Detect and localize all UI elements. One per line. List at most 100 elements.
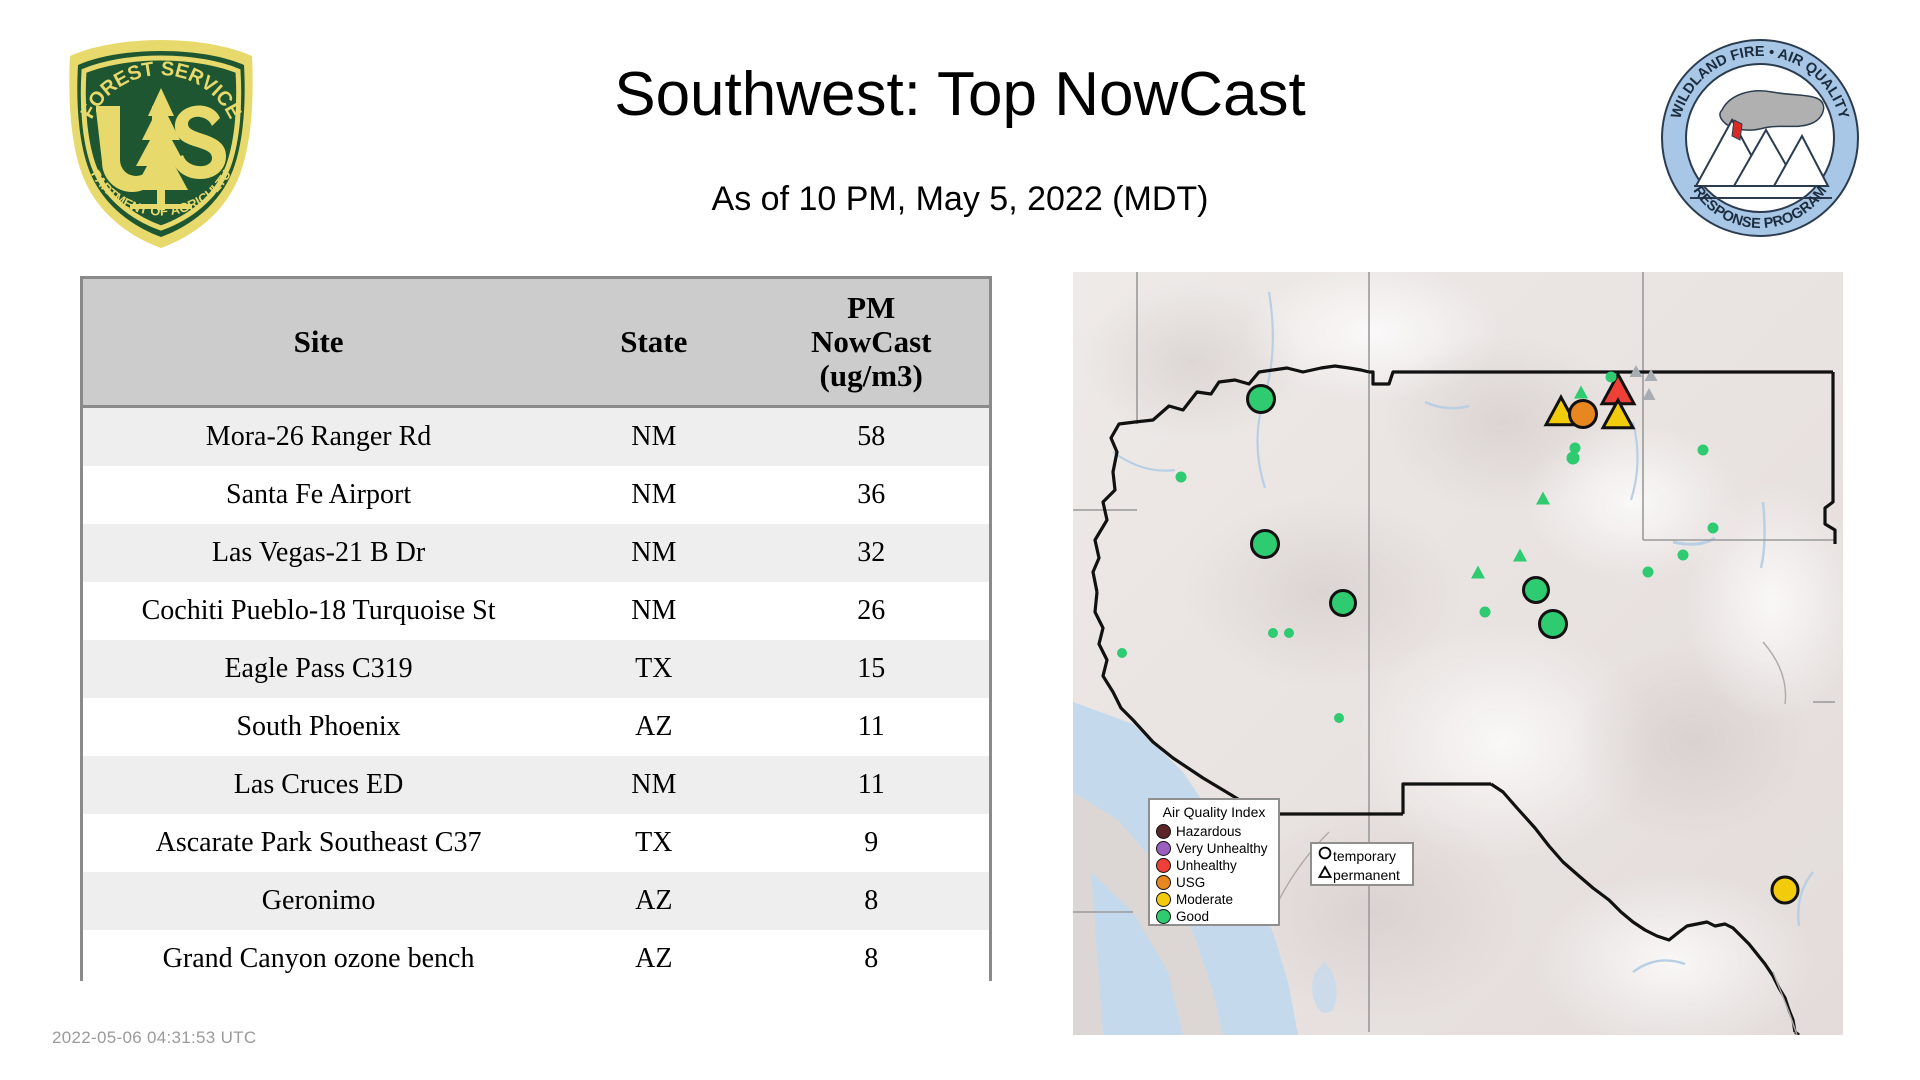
table-row[interactable]: Las Vegas-21 B Dr NM 32 [83, 524, 989, 582]
table-row[interactable]: Ascarate Park Southeast C37 TX 9 [83, 814, 989, 872]
monitor-dot-marker[interactable] [1175, 471, 1187, 483]
nowcast-table: Site State PM NowCast (ug/m3) Mora-26 Ra… [83, 279, 989, 988]
triangle-outline-icon [1316, 865, 1333, 884]
state-cell: NM [631, 421, 677, 452]
site-cell: Grand Canyon ozone bench [162, 943, 475, 974]
monitor-circle-marker[interactable] [1250, 529, 1280, 559]
column-header-pm-line1: PM [847, 290, 896, 325]
table-row[interactable]: Santa Fe Airport NM 36 [83, 466, 989, 524]
legend-item-moderate: Moderate [1156, 891, 1272, 908]
legend-item-unhealthy: Unhealthy [1156, 857, 1272, 874]
legend-item-temporary: temporary [1316, 846, 1408, 865]
site-cell: Eagle Pass C319 [224, 653, 413, 684]
pm-cell: 15 [857, 653, 886, 684]
monitor-circle-marker[interactable] [1538, 609, 1568, 639]
monitor-small-triangle-marker[interactable] [1574, 385, 1588, 399]
monitor-dot-marker[interactable] [1605, 371, 1617, 383]
legend-rows: Hazardous Very Unhealthy Unhealthy USG Moder… [1156, 823, 1272, 925]
legend-title: Air Quality Index [1162, 804, 1266, 820]
legend-item-label: Moderate [1176, 892, 1234, 907]
column-header-site[interactable]: Site [83, 279, 555, 408]
legend-item-label: USG [1176, 875, 1206, 890]
pm-cell: 58 [857, 421, 886, 452]
table-header-row: Site State PM NowCast (ug/m3) [83, 279, 989, 408]
monitor-dot-marker[interactable] [1268, 628, 1278, 638]
site-cell: Santa Fe Airport [226, 479, 412, 510]
pm-cell: 32 [857, 537, 886, 568]
monitor-circle-marker[interactable] [1246, 384, 1276, 414]
legend-item-permanent-label: permanent [1333, 866, 1400, 883]
table-row[interactable]: Las Cruces ED NM 11 [83, 756, 989, 814]
monitor-dot-marker[interactable] [1334, 713, 1344, 723]
column-header-state-label: State [620, 324, 688, 359]
monitor-dot-marker[interactable] [1677, 549, 1689, 561]
map-state-boundaries [1091, 364, 1837, 1035]
table-row[interactable]: Grand Canyon ozone bench AZ 8 [83, 930, 989, 988]
pm-cell: 36 [857, 479, 886, 510]
monitor-small-triangle-marker[interactable] [1629, 365, 1643, 377]
generation-timestamp: 2022-05-06 04:31:53 UTC [52, 1028, 257, 1047]
legend-swatch-icon [1156, 841, 1171, 856]
legend-item-label: Very Unhealthy [1176, 841, 1268, 856]
monitor-dot-marker[interactable] [1284, 628, 1294, 638]
monitor-small-triangle-marker[interactable] [1471, 565, 1485, 579]
us-forest-service-logo: FOREST SERVICE DEPARTMENT OF AGRICULTURE [47, 22, 270, 252]
monitor-dot-marker[interactable] [1642, 566, 1654, 578]
table-row[interactable]: South Phoenix AZ 11 [83, 698, 989, 756]
state-cell: NM [631, 537, 677, 568]
site-cell: Las Vegas-21 B Dr [211, 537, 426, 568]
monitor-circle-marker[interactable] [1770, 875, 1800, 905]
table-row[interactable]: Eagle Pass C319 TX 15 [83, 640, 989, 698]
legend-item-temporary-label: temporary [1333, 847, 1397, 864]
table-row[interactable]: Geronimo AZ 8 [83, 872, 989, 930]
site-cell: Las Cruces ED [233, 769, 404, 800]
monitor-type-legend: temporary permanent [1310, 842, 1414, 886]
state-cell: TX [635, 653, 673, 684]
monitor-small-triangle-marker[interactable] [1513, 548, 1527, 562]
legend-item-good: Good [1156, 908, 1272, 925]
monitor-triangle-marker[interactable] [1600, 397, 1636, 430]
monitor-small-triangle-marker[interactable] [1536, 491, 1550, 505]
legend-item-hazardous: Hazardous [1156, 823, 1272, 840]
column-header-pm[interactable]: PM NowCast (ug/m3) [753, 279, 989, 408]
state-cell: AZ [635, 711, 673, 742]
map-monitor-markers[interactable] [1073, 272, 1843, 1035]
air-quality-index-legend: Air Quality Index Hazardous Very Unhealth… [1148, 798, 1280, 926]
column-header-pm-line3: (ug/m3) [819, 358, 923, 393]
legend-item-label: Good [1176, 909, 1210, 924]
pm-cell: 8 [864, 885, 879, 916]
legend-item-permanent: permanent [1316, 865, 1408, 884]
legend-item-usg: USG [1156, 874, 1272, 891]
circle-outline-icon [1316, 846, 1333, 865]
state-cell: NM [631, 595, 677, 626]
nowcast-table-body: Mora-26 Ranger Rd NM 58 Santa Fe Airport NM 3… [83, 406, 989, 988]
site-cell: South Phoenix [236, 711, 401, 742]
monitor-dot-marker[interactable] [1479, 606, 1491, 618]
monitor-circle-marker[interactable] [1329, 589, 1357, 617]
nowcast-table-panel: Site State PM NowCast (ug/m3) Mora-26 Ra… [80, 276, 992, 988]
legend-swatch-icon [1156, 824, 1171, 839]
monitor-small-triangle-marker[interactable] [1642, 388, 1656, 400]
monitor-dot-marker[interactable] [1569, 442, 1581, 454]
monitor-circle-marker[interactable] [1522, 576, 1550, 604]
monitor-dot-marker[interactable] [1697, 444, 1709, 456]
pm-cell: 11 [857, 769, 885, 800]
table-row[interactable]: Mora-26 Ranger Rd NM 58 [83, 406, 989, 466]
legend-swatch-icon [1156, 858, 1171, 873]
table-row[interactable]: Cochiti Pueblo-18 Turquoise St NM 26 [83, 582, 989, 640]
legend-swatch-icon [1156, 909, 1171, 924]
monitor-dot-marker[interactable] [1566, 451, 1580, 465]
monitor-circle-marker[interactable] [1568, 399, 1598, 429]
monitor-small-triangle-marker[interactable] [1644, 369, 1658, 381]
site-cell: Mora-26 Ranger Rd [205, 421, 432, 452]
page-subtitle: As of 10 PM, May 5, 2022 (MDT) [711, 180, 1209, 218]
site-cell: Ascarate Park Southeast C37 [155, 827, 482, 858]
legend-item-label: Hazardous [1176, 824, 1242, 839]
monitor-dot-marker[interactable] [1117, 648, 1127, 658]
legend-swatch-icon [1156, 875, 1171, 890]
pm-cell: 9 [864, 827, 879, 858]
pm-cell: 11 [857, 711, 885, 742]
monitor-dot-marker[interactable] [1707, 522, 1719, 534]
column-header-state[interactable]: State [554, 279, 754, 408]
state-cell: TX [635, 827, 673, 858]
